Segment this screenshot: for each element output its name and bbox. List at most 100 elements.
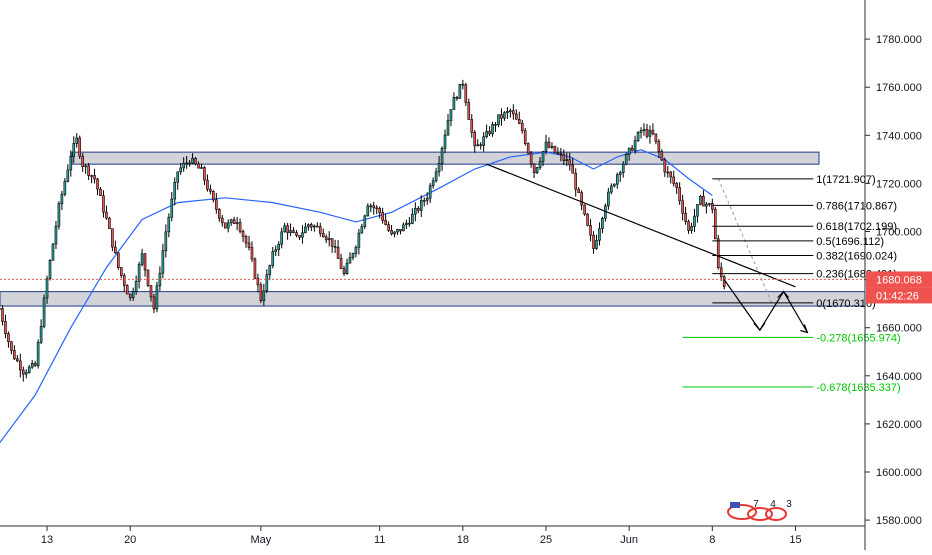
- candle-body: [220, 217, 224, 224]
- candle-body: [253, 258, 257, 279]
- candle: [7, 331, 10, 348]
- candle-body: [152, 296, 156, 310]
- candle: [672, 170, 676, 187]
- candle-body: [351, 253, 355, 258]
- candle-body: [497, 114, 500, 126]
- candle: [339, 253, 343, 270]
- candle: [232, 216, 236, 224]
- candle: [203, 166, 206, 186]
- x-tick-label: 11: [374, 534, 385, 546]
- candle: [613, 183, 616, 188]
- candle-body: [517, 118, 521, 124]
- candle: [78, 135, 82, 159]
- candle: [544, 134, 548, 155]
- candle: [342, 265, 346, 276]
- candle: [170, 191, 174, 222]
- candle: [60, 190, 64, 211]
- candle: [369, 203, 373, 213]
- countdown-badge: [866, 287, 932, 304]
- candle-body: [13, 350, 16, 360]
- candle: [538, 157, 542, 171]
- candle-body: [624, 154, 628, 165]
- candle: [654, 133, 658, 145]
- candle-body: [286, 225, 289, 234]
- candle-body: [550, 145, 554, 148]
- candle: [660, 149, 664, 162]
- candle: [422, 197, 426, 207]
- candle-body: [327, 238, 331, 241]
- candle: [149, 285, 153, 302]
- candle: [506, 107, 509, 119]
- countdown-value: 01:42:26: [876, 290, 919, 302]
- candle-body: [636, 132, 640, 141]
- candle-body: [176, 171, 180, 183]
- candle-body: [295, 232, 298, 236]
- candle-body: [348, 257, 352, 264]
- candle: [621, 161, 625, 178]
- candle-body: [292, 230, 295, 233]
- candle-body: [241, 230, 245, 237]
- candle-body: [30, 362, 34, 368]
- candle-body: [488, 131, 491, 135]
- y-tick-label: 1660.000: [876, 323, 922, 335]
- candle: [574, 168, 578, 197]
- candle-body: [690, 226, 693, 231]
- y-tick-label: 1700.000: [876, 227, 922, 239]
- candle: [571, 157, 575, 174]
- candle-body: [434, 171, 438, 182]
- candle: [122, 273, 126, 292]
- candle-body: [568, 159, 572, 166]
- candle-body: [0, 308, 1, 310]
- candle: [137, 261, 141, 289]
- candle-body: [191, 157, 194, 164]
- candle: [586, 213, 589, 227]
- candle: [716, 235, 720, 270]
- candle: [304, 222, 307, 234]
- candle: [402, 222, 405, 232]
- candle: [268, 264, 272, 281]
- candle: [523, 127, 527, 146]
- candle: [577, 187, 580, 194]
- candle-body: [215, 199, 218, 210]
- candle-body: [155, 285, 159, 310]
- candle: [280, 227, 283, 249]
- candle: [458, 83, 462, 99]
- candle: [289, 223, 292, 237]
- candle: [114, 240, 117, 254]
- candle-body: [342, 268, 346, 274]
- candle-body: [553, 145, 557, 153]
- candle-body: [122, 275, 126, 286]
- candle-body: [586, 213, 589, 226]
- candle: [81, 153, 84, 172]
- candle-body: [78, 137, 82, 157]
- candle: [271, 246, 275, 269]
- candle-body: [702, 195, 705, 207]
- candle: [206, 174, 209, 192]
- candle: [212, 190, 215, 203]
- candle-body: [318, 226, 322, 234]
- candle: [24, 369, 28, 379]
- candle: [143, 253, 147, 277]
- candle: [607, 187, 610, 210]
- candle-body: [54, 225, 58, 245]
- candle-body: [491, 124, 494, 135]
- candle: [87, 163, 90, 181]
- candle-body: [452, 97, 456, 110]
- candle-body: [179, 167, 182, 173]
- candle: [51, 243, 55, 261]
- candle: [45, 275, 49, 304]
- candle-body: [354, 246, 358, 254]
- candle-body: [713, 208, 717, 240]
- candle-body: [639, 130, 643, 133]
- candle: [30, 359, 34, 369]
- candle: [696, 204, 699, 223]
- x-tick-label: May: [250, 534, 271, 546]
- candle-body: [666, 171, 670, 174]
- candle-body: [675, 183, 678, 188]
- plot-background: [0, 0, 865, 550]
- candle-body: [128, 293, 132, 299]
- candle-body: [696, 204, 699, 217]
- candle-body: [375, 207, 379, 210]
- candle: [473, 130, 477, 153]
